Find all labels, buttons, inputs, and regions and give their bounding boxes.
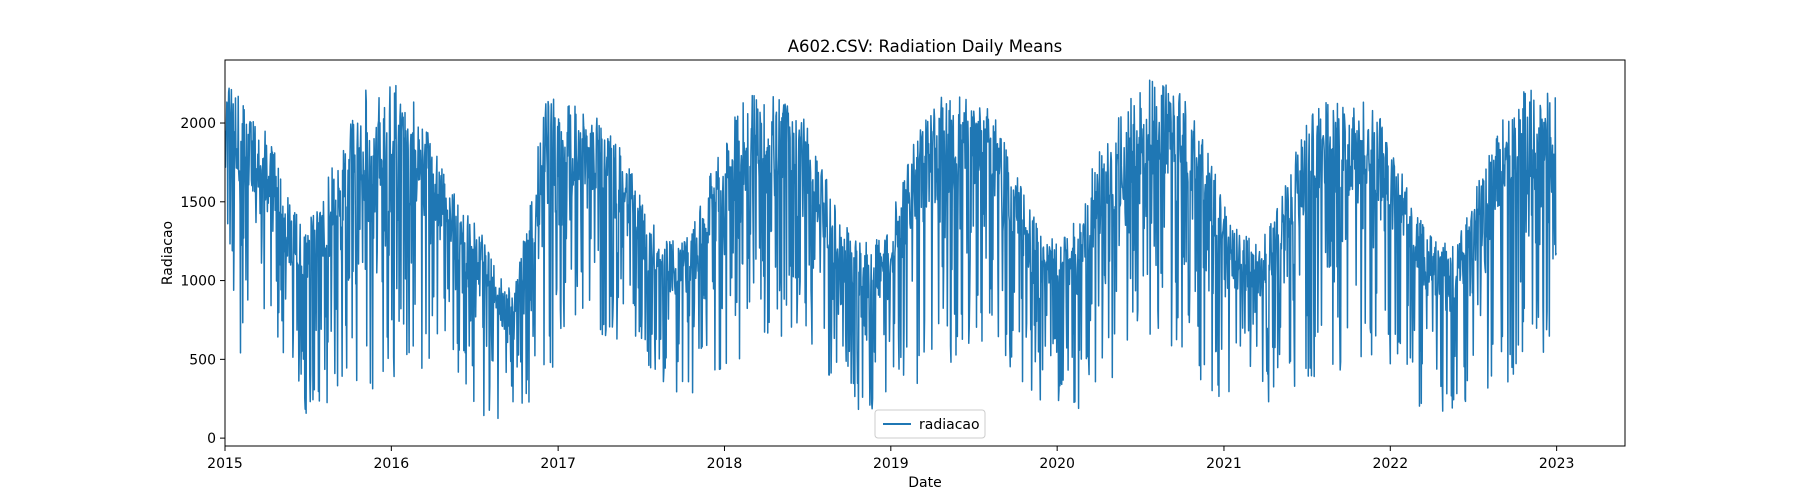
x-tick-label: 2016 xyxy=(374,456,410,472)
legend: radiacao xyxy=(874,409,986,439)
y-tick-label: 0 xyxy=(207,431,216,447)
x-tick-label: 2023 xyxy=(1539,456,1575,472)
series-line-radiacao xyxy=(225,79,1557,420)
plot-area xyxy=(225,79,1557,420)
legend-box xyxy=(874,409,986,439)
x-tick-label: 2020 xyxy=(1039,456,1075,472)
x-axis-label: Date xyxy=(908,475,941,491)
x-tick-label: 2021 xyxy=(1206,456,1242,472)
y-axis-ticks: 0 500 1000 1500 2000 xyxy=(180,116,225,447)
axes-frame xyxy=(224,59,1626,447)
x-tick-label: 2018 xyxy=(707,456,743,472)
y-tick-label: 1500 xyxy=(180,195,216,211)
x-axis-ticks: 2015 2016 2017 2018 2019 2020 2021 2022 2023 xyxy=(207,446,1574,472)
x-tick-label: 2022 xyxy=(1372,456,1408,472)
y-tick-label: 1000 xyxy=(180,274,216,290)
y-axis-label: Radiacao xyxy=(160,221,176,285)
x-tick-label: 2015 xyxy=(207,456,243,472)
chart-title: A602.CSV: Radiation Daily Means xyxy=(788,37,1063,56)
legend-entry-radiacao: radiacao xyxy=(919,417,980,433)
x-tick-label: 2017 xyxy=(540,456,576,472)
y-tick-label: 2000 xyxy=(180,116,216,132)
x-tick-label: 2019 xyxy=(873,456,909,472)
y-tick-label: 500 xyxy=(189,352,216,368)
